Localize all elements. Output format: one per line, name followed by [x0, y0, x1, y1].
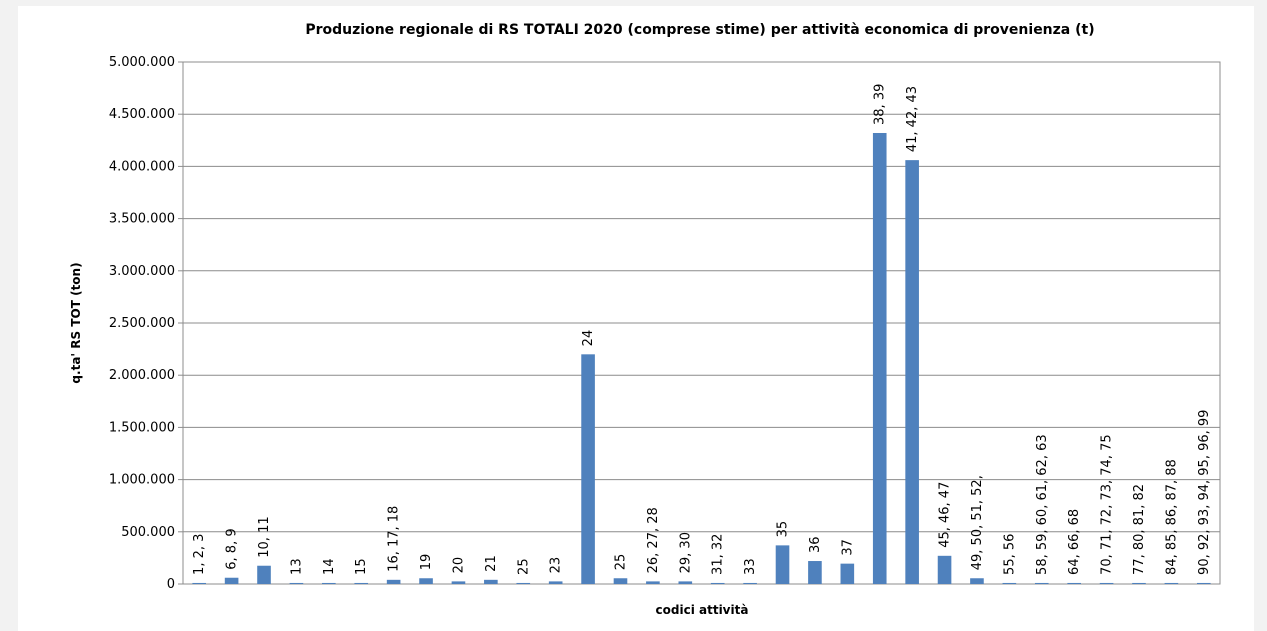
bar	[386, 579, 401, 584]
bar-label: 41, 42, 43	[905, 86, 920, 152]
bar	[1132, 582, 1146, 584]
bar	[1164, 582, 1179, 584]
bar-label: 20	[451, 557, 466, 574]
bar-label: 25	[516, 558, 531, 575]
bar	[808, 561, 822, 584]
bar-label: 10, 11	[257, 516, 272, 557]
bar	[451, 581, 466, 584]
bar-label: 36	[808, 536, 823, 553]
y-tick-label: 4.000.000	[109, 159, 175, 174]
bar	[516, 582, 531, 584]
chart-title: Produzione regionale di RS TOTALI 2020 (…	[305, 22, 1094, 38]
bar	[743, 582, 757, 584]
bar	[322, 582, 336, 584]
bar-label: 33	[743, 558, 758, 575]
bar-label: 16, 17, 18	[387, 506, 402, 572]
y-tick-label: 3.500.000	[109, 212, 175, 227]
bar-label: 21	[484, 555, 499, 572]
bar-label: 6, 8, 9	[225, 528, 240, 569]
bar	[646, 581, 660, 584]
bar	[970, 578, 984, 584]
bar-label: 64, 66, 68	[1067, 509, 1082, 575]
bar	[1034, 582, 1049, 584]
bar	[710, 582, 725, 584]
bar	[419, 578, 433, 584]
y-tick-label: 1.500.000	[109, 420, 175, 435]
bar-label: 14	[322, 558, 337, 575]
y-tick-label: 500.000	[121, 525, 175, 540]
bar	[257, 565, 271, 584]
bar-label: 26, 27, 28	[646, 507, 661, 573]
bar-label: 15	[354, 558, 369, 575]
bar	[1002, 582, 1017, 584]
bar	[613, 578, 628, 584]
bar-label: 31, 32	[711, 534, 726, 575]
x-axis-title: codici attività	[656, 603, 749, 617]
bar-label: 58, 59, 60, 61, 62, 63	[1035, 434, 1050, 575]
bar	[937, 555, 952, 584]
bar	[678, 581, 693, 584]
y-tick-label: 5.000.000	[109, 55, 175, 70]
bar	[224, 577, 239, 584]
bar-label: 23	[549, 557, 564, 574]
bar	[484, 579, 498, 584]
bar	[872, 132, 887, 584]
bar	[354, 582, 369, 584]
bar	[1099, 582, 1114, 584]
bar-label: 70, 71, 72, 73, 74, 75	[1100, 434, 1115, 575]
bar-label: 1, 2, 3	[192, 534, 207, 575]
bar	[581, 354, 595, 584]
bar-label: 90, 92, 93, 94, 95, 96, 99	[1197, 410, 1212, 575]
bar-label: 24	[581, 330, 596, 347]
bar-label: 35	[776, 521, 791, 538]
bar-label: 38, 39	[873, 84, 888, 125]
bar	[775, 545, 790, 584]
bar	[192, 582, 207, 584]
bar-label: 45, 46, 47	[938, 482, 953, 548]
y-tick-label: 4.500.000	[109, 107, 175, 122]
bar	[840, 563, 855, 584]
y-tick-label: 2.000.000	[109, 368, 175, 383]
bar	[1196, 582, 1211, 584]
bar	[905, 160, 919, 585]
bar-label: 49, 50, 51, 52,	[970, 475, 985, 570]
bar-label: 37	[840, 539, 855, 556]
bar	[1067, 582, 1081, 584]
y-tick-label: 0	[167, 577, 175, 592]
bar-label: 84, 85, 86, 87, 88	[1164, 459, 1179, 575]
bar-label: 13	[289, 558, 304, 575]
y-tick-label: 1.000.000	[109, 473, 175, 488]
bar-label: 19	[419, 554, 434, 571]
bar-label: 55, 56	[1002, 534, 1017, 575]
y-tick-label: 3.000.000	[109, 264, 175, 279]
bar-label: 77, 80, 81, 82	[1132, 484, 1147, 575]
bar	[289, 582, 304, 584]
chart-background	[18, 6, 1254, 631]
bar-label: 29, 30	[678, 532, 693, 573]
y-tick-label: 2.500.000	[109, 316, 175, 331]
bar-label: 25	[613, 554, 628, 571]
y-axis-title: q.ta' RS TOT (ton)	[69, 262, 83, 383]
bar	[548, 581, 563, 584]
